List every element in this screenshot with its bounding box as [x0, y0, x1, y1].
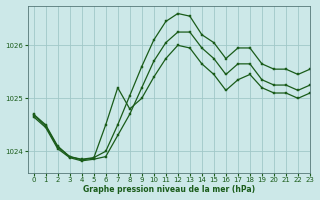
- X-axis label: Graphe pression niveau de la mer (hPa): Graphe pression niveau de la mer (hPa): [83, 185, 255, 194]
